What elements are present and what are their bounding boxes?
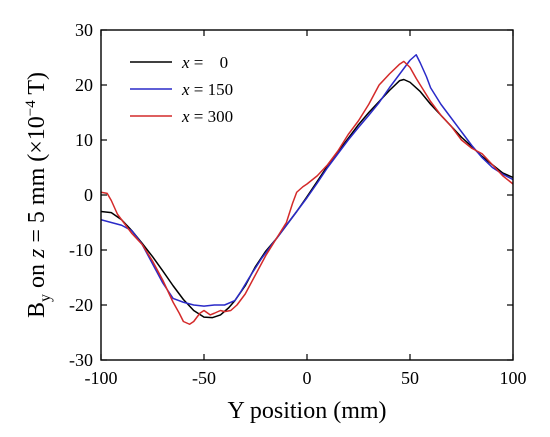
y-tick-label: 10: [75, 130, 93, 150]
legend-label-1: x = 150: [181, 80, 233, 99]
series-line-1: [101, 54, 513, 307]
y-axis-title: By on z = 5 mm (×10−4 T): [23, 72, 54, 318]
y-tick-label: -20: [69, 295, 93, 315]
y-tick-label: 30: [75, 20, 93, 40]
x-tick-label: 50: [401, 368, 419, 388]
y-tick-label: -30: [69, 350, 93, 370]
series-layer: [101, 54, 513, 325]
x-tick-label: 100: [500, 368, 527, 388]
axes-layer: [100, 29, 514, 361]
x-axis-title: Y position (mm): [227, 398, 386, 424]
legend: x = 0 x = 150 x = 300: [130, 53, 233, 126]
x-tick-label: 0: [303, 368, 312, 388]
plot-frame: [100, 29, 514, 361]
x-tick-label: -100: [85, 368, 118, 388]
y-tick-label: -10: [69, 240, 93, 260]
x-tick-label: -50: [192, 368, 216, 388]
legend-label-2: x = 300: [181, 107, 233, 126]
y-tick-label: 20: [75, 75, 93, 95]
legend-label-0: x = 0: [181, 53, 228, 72]
series-line-2: [101, 60, 513, 325]
y-tick-label: 0: [84, 185, 93, 205]
